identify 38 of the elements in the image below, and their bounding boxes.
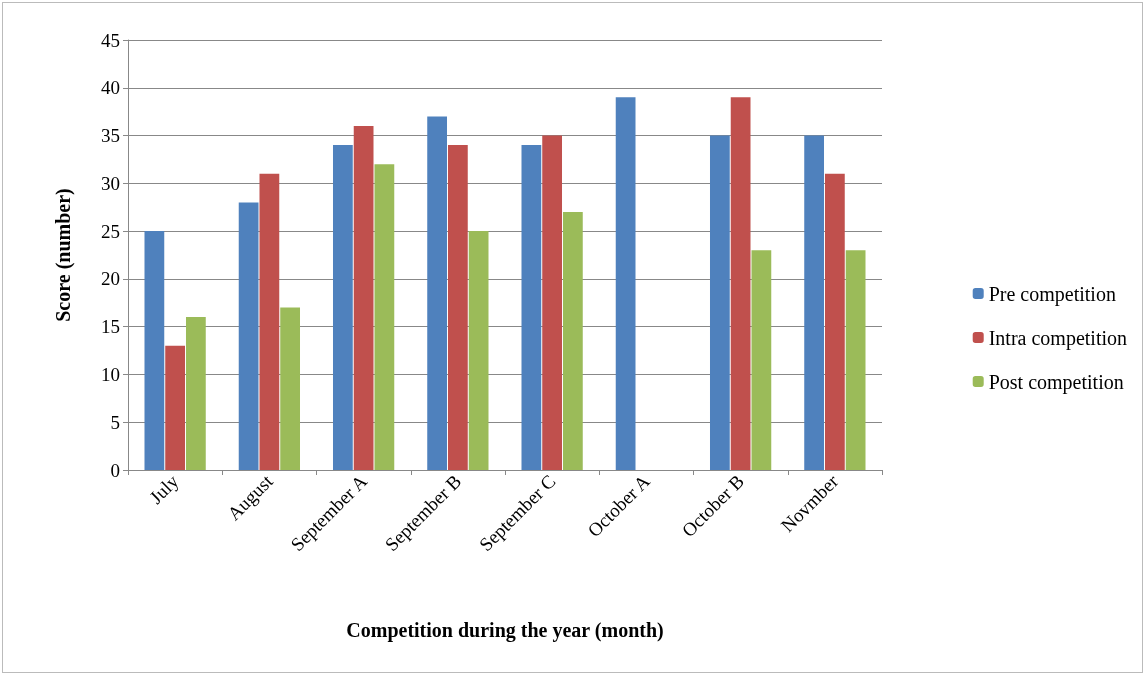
bar [730,97,751,470]
bar [542,135,563,470]
bar [824,173,845,470]
bar [845,250,866,470]
y-axis-title: Score (number) [52,188,75,322]
bar [468,231,489,470]
y-tick-label: 0 [110,459,120,481]
y-tick-label: 15 [101,316,120,338]
y-tick-label: 30 [101,172,120,194]
bar [165,345,186,470]
y-tick-label: 35 [101,125,120,147]
bar [562,212,583,470]
bar [374,164,395,470]
legend-label: Post competition [988,370,1124,394]
y-tick-label: 20 [101,268,120,290]
bar [259,173,280,470]
bar [447,145,468,470]
bar [427,116,448,470]
legend-label: Pre competition [988,282,1116,306]
bar [521,145,542,470]
bar [751,250,772,470]
bar [185,317,206,470]
bar [144,231,165,470]
y-tick-label: 40 [101,77,120,99]
y-tick-label: 25 [101,220,120,242]
bar [615,97,636,470]
bar [280,307,301,470]
bar [353,126,374,470]
x-axis-title: Competition during the year (month) [346,619,664,642]
bar [238,202,259,470]
bar [709,135,730,470]
bar [332,145,353,470]
legend-label: Intra competition [988,326,1128,350]
y-tick-label: 45 [101,29,120,51]
bar [804,135,825,470]
x-tick-label: July [145,470,183,508]
y-tick-label: 5 [110,411,120,433]
y-tick-label: 10 [101,363,120,385]
